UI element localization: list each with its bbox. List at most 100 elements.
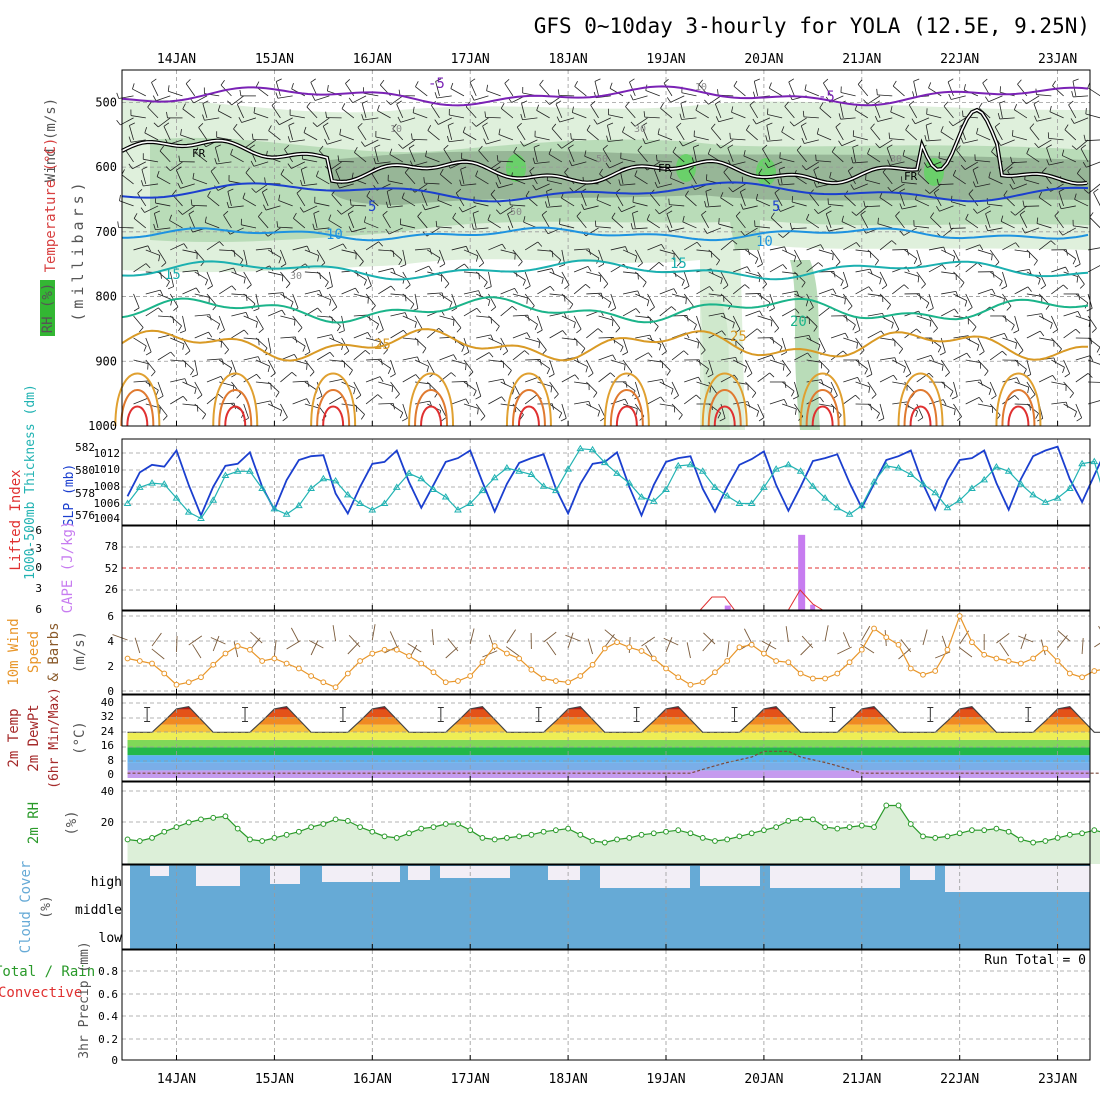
upper-wind-barb-flag [207, 191, 211, 197]
series-marker [761, 650, 767, 657]
upper-wind-barb [685, 195, 697, 207]
upper-wind-barb [926, 113, 942, 119]
upper-wind-barb [852, 161, 868, 164]
upper-wind-barb [341, 108, 355, 119]
upper-wind-barb-flag [1064, 124, 1069, 130]
upper-wind-barb [879, 374, 894, 383]
upper-wind-barb [255, 183, 269, 193]
freezing-label-b: FR [658, 162, 672, 175]
upper-wind-barb [977, 249, 993, 255]
upper-wind-barb [463, 381, 477, 391]
upper-wind-barb-flag [571, 106, 574, 113]
wind10-barb [1020, 633, 1027, 650]
upper-wind-barb [793, 117, 807, 127]
series-marker [294, 501, 303, 509]
upper-wind-barb [852, 147, 856, 162]
upper-wind-barb [182, 403, 198, 406]
slp-thickness-panel: 582 580 578 576 1012 1010 1008 1006 1004… [23, 384, 1100, 580]
upper-wind-barb [253, 112, 269, 119]
precip-tick-04: 0.4 [98, 1010, 118, 1023]
upper-wind-barb [426, 359, 435, 374]
upper-wind-barb-flag [156, 170, 160, 177]
upper-wind-barb-flag [1046, 144, 1052, 149]
wind-frame [121, 610, 1091, 695]
cape-bar [724, 605, 731, 610]
cape-frame [121, 525, 1091, 611]
upper-wind-barb-flag [930, 355, 935, 361]
upper-wind-barb [890, 111, 905, 119]
series-marker [467, 827, 474, 834]
rh2m-area [127, 805, 1100, 864]
upper-wind-barb [708, 95, 722, 105]
precip-tick-0: 0 [111, 1054, 118, 1067]
upper-wind-barb-flag [405, 284, 411, 290]
upper-wind-barb [867, 271, 882, 279]
pressure-tick-label: 900 [95, 354, 117, 368]
upper-wind-barb [328, 219, 342, 229]
upper-wind-barb [657, 133, 673, 141]
upper-wind-barb [926, 139, 942, 142]
upper-wind-barb [463, 290, 479, 295]
upper-wind-barb [953, 271, 965, 283]
upper-wind-barb-flag [905, 124, 910, 131]
upper-wind-barb [219, 267, 234, 273]
upper-wind-barb [559, 117, 575, 123]
upper-wind-barb-flag [536, 329, 543, 334]
upper-wind-barb-flag [903, 284, 909, 290]
series-marker [381, 833, 388, 840]
upper-wind-barb-flag [863, 200, 866, 207]
upper-wind-barb [586, 328, 599, 339]
upper-wind-barb [144, 205, 159, 213]
warm-loop [615, 405, 638, 427]
upper-wind-barb-flag [921, 283, 926, 289]
upper-wind-barb-flag [1023, 369, 1027, 375]
upper-wind-barb-flag [316, 395, 323, 400]
upper-wind-barb [1051, 266, 1066, 273]
upper-wind-barb [524, 293, 535, 307]
series-marker [198, 816, 204, 823]
upper-wind-barb [132, 88, 146, 97]
upper-wind-barb [537, 359, 550, 369]
upper-wind-barb-flag [231, 373, 237, 378]
upper-wind-barb [191, 205, 207, 207]
wind-tick-4: 4 [107, 635, 114, 648]
upper-wind-barb [718, 117, 734, 123]
upper-wind-barb-flag [253, 308, 260, 312]
upper-wind-barb [659, 359, 671, 371]
upper-wind-barb-flag [379, 79, 385, 86]
series-marker [638, 831, 645, 838]
upper-wind-barb [1063, 381, 1074, 394]
upper-wind-barb-flag [231, 285, 237, 291]
upper-wind-barb-flag [899, 230, 905, 236]
series-marker [222, 650, 229, 657]
upper-wind-barb-flag [495, 182, 499, 188]
temp-ylabel-units: (°C) [72, 721, 88, 755]
upper-wind-barb [436, 226, 452, 229]
upper-wind-barb-flag [805, 300, 809, 307]
series-marker [1005, 658, 1012, 664]
upper-wind-barb [817, 133, 832, 141]
pressure-tick-label: 1000 [88, 419, 117, 433]
upper-wind-barb [745, 403, 759, 412]
upper-wind-barb-flag [267, 365, 271, 372]
series-marker [490, 473, 499, 481]
series-marker [1041, 498, 1050, 505]
upper-wind-barb [769, 246, 785, 251]
upper-wind-barb-flag [487, 214, 491, 221]
upper-wind-barb-flag [813, 166, 820, 171]
dewpoint-line [127, 750, 1100, 774]
upper-wind-barb [610, 315, 621, 329]
upper-wind-barb [938, 183, 954, 186]
upper-wind-barb-flag [865, 174, 867, 181]
upper-wind-barb-flag [956, 145, 961, 151]
upper-wind-barb [953, 381, 958, 397]
upper-wind-barb [779, 183, 795, 186]
upper-wind-barb [1014, 205, 1028, 216]
upper-wind-barb [756, 199, 771, 207]
upper-wind-barb-flag [976, 127, 979, 134]
upper-wind-barb-flag [630, 223, 633, 230]
upper-wind-barb [595, 95, 611, 99]
upper-wind-barb [925, 125, 930, 140]
upper-wind-barb-flag [144, 127, 148, 133]
